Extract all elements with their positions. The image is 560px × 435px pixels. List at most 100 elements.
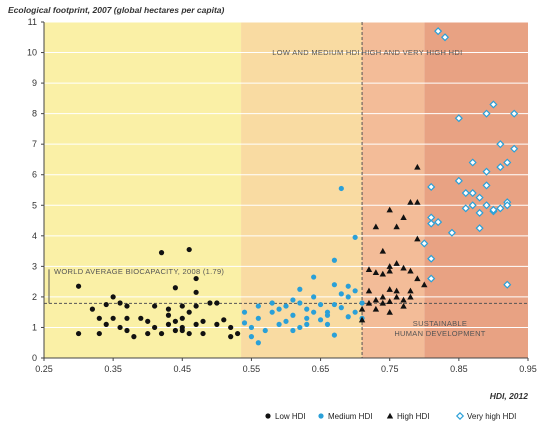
point-medium-hdi-36 [345, 283, 351, 289]
point-very-high-hdi-14 [461, 204, 470, 213]
point-low-hdi-5 [103, 321, 109, 327]
annotation-high-very-high-hdi: HIGH AND VERY HIGH HDI [362, 48, 463, 57]
point-low-hdi-1 [75, 330, 82, 337]
point-medium-hdi-45 [297, 324, 303, 331]
point-medium-hdi-46 [331, 332, 337, 338]
point-high-hdi-34 [393, 223, 400, 230]
point-very-high-hdi-25 [489, 100, 498, 109]
point-very-high-hdi-19 [475, 208, 484, 217]
gridlines [44, 21, 528, 328]
point-low-hdi-29 [186, 330, 192, 337]
point-medium-hdi-42 [359, 300, 365, 306]
point-high-hdi-14 [386, 298, 393, 305]
point-very-high-hdi-31 [503, 158, 512, 167]
legend: Low HDI Medium HDI High HDI Very high HDI [265, 411, 516, 421]
point-very-high-hdi-1 [420, 239, 429, 248]
legend-marker-low-hdi [265, 413, 271, 419]
y-tick-label-11: 11 [28, 17, 37, 27]
point-low-hdi-8 [110, 294, 116, 300]
point-medium-hdi-12 [276, 321, 282, 327]
point-medium-hdi-19 [297, 300, 303, 306]
point-low-hdi-34 [193, 321, 199, 327]
point-medium-hdi-27 [317, 301, 324, 308]
point-low-hdi-45 [179, 327, 185, 334]
y-tick-label-1: 1 [32, 322, 37, 332]
point-high-hdi-25 [407, 267, 414, 274]
point-medium-hdi-21 [304, 315, 310, 321]
point-high-hdi-11 [379, 247, 386, 254]
point-medium-hdi-10 [269, 309, 275, 315]
legend-marker-very-high-hdi [455, 411, 465, 421]
point-low-hdi-35 [193, 289, 199, 295]
point-medium-hdi-5 [255, 303, 261, 309]
point-low-hdi-3 [89, 306, 95, 312]
point-high-hdi-35 [365, 266, 373, 272]
point-medium-hdi-37 [345, 294, 351, 300]
x-tick-label-0.95: 0.95 [519, 364, 537, 374]
data-points [75, 27, 519, 346]
point-medium-hdi-30 [331, 257, 337, 263]
point-low-hdi-33 [193, 303, 199, 309]
point-low-hdi-25 [172, 285, 178, 291]
point-very-high-hdi-15 [468, 158, 477, 167]
point-low-hdi-21 [165, 321, 172, 327]
x-tick-label-0.35: 0.35 [104, 364, 122, 374]
y-tick-label-7: 7 [32, 139, 37, 149]
point-very-high-hdi-29 [496, 163, 505, 172]
point-very-high-hdi-5 [427, 254, 436, 263]
x-tick-label-0.55: 0.55 [243, 364, 261, 374]
point-low-hdi-46 [165, 312, 172, 318]
point-low-hdi-2 [75, 283, 82, 289]
y-tick-label-4: 4 [32, 231, 37, 241]
point-very-high-hdi-26 [489, 205, 498, 214]
point-high-hdi-5 [372, 296, 380, 303]
point-high-hdi-3 [365, 299, 373, 306]
point-medium-hdi-22 [304, 321, 310, 327]
point-medium-hdi-6 [255, 315, 261, 321]
point-medium-hdi-15 [290, 297, 296, 303]
point-medium-hdi-13 [283, 318, 289, 324]
point-high-hdi-16 [386, 206, 393, 213]
point-low-hdi-48 [96, 315, 102, 321]
point-low-hdi-38 [207, 300, 213, 306]
point-low-hdi-6 [103, 301, 109, 308]
point-low-hdi-4 [96, 330, 102, 337]
legend-marker-medium-hdi [318, 413, 324, 419]
hdi-band-3 [362, 22, 425, 358]
x-tick-label-0.25: 0.25 [35, 364, 53, 374]
point-high-hdi-4 [365, 287, 373, 294]
point-medium-hdi-35 [338, 305, 344, 311]
point-medium-hdi-34 [338, 291, 344, 297]
series-low-hdi [75, 246, 241, 340]
point-very-high-hdi-18 [475, 193, 484, 202]
point-high-hdi-36 [386, 308, 393, 315]
point-high-hdi-27 [407, 199, 414, 205]
point-low-hdi-36 [200, 318, 206, 324]
point-high-hdi-31 [414, 163, 421, 170]
y-tick-label-3: 3 [32, 261, 37, 271]
y-tick-label-9: 9 [32, 78, 37, 88]
legend-label-very-high-hdi: Very high HDI [467, 412, 516, 421]
point-low-hdi-30 [186, 309, 192, 315]
x-tick-label-0.45: 0.45 [174, 364, 192, 374]
point-low-hdi-10 [117, 324, 123, 331]
legend-label-low-hdi: Low HDI [275, 412, 306, 421]
point-very-high-hdi-28 [496, 204, 505, 213]
point-low-hdi-11 [124, 315, 130, 321]
point-low-hdi-41 [221, 317, 227, 323]
point-very-high-hdi-23 [482, 109, 491, 118]
y-axis-label: Ecological footprint, 2007 (global hecta… [8, 5, 225, 15]
point-high-hdi-13 [386, 267, 393, 274]
point-low-hdi-40 [214, 300, 220, 306]
x-tick-label-0.85: 0.85 [450, 364, 468, 374]
point-very-high-hdi-13 [461, 189, 470, 198]
point-very-high-hdi-9 [440, 33, 450, 42]
point-low-hdi-13 [124, 327, 130, 334]
point-low-hdi-17 [152, 324, 158, 331]
series-very-high-hdi [420, 27, 519, 289]
point-very-high-hdi-10 [447, 228, 456, 237]
point-medium-hdi-20 [304, 306, 310, 312]
x-axis-label: HDI, 2012 [490, 391, 529, 401]
point-medium-hdi-11 [276, 306, 282, 312]
